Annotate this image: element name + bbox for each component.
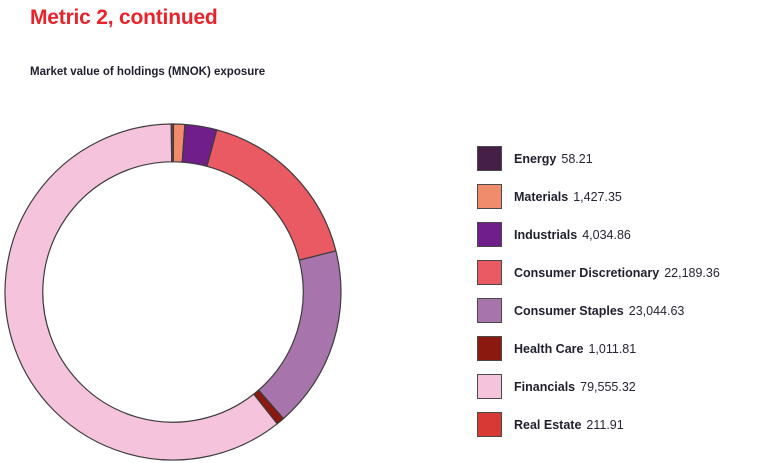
legend-swatch-materials (477, 184, 502, 209)
legend-label: Energy (514, 151, 557, 166)
donut-segment-consumer-discretionary (206, 129, 337, 261)
legend-value: 4,034.86 (582, 227, 631, 242)
legend-label: Materials (514, 189, 569, 204)
donut-chart-area (3, 122, 343, 462)
legend-item-materials: Materials 1,427.35 (477, 184, 720, 209)
legend-value: 211.91 (586, 417, 624, 432)
legend-label: Financials (514, 379, 576, 394)
legend-swatch-industrials (477, 222, 502, 247)
legend-item-consumer-staples: Consumer Staples 23,044.63 (477, 298, 720, 323)
legend-label: Health Care (514, 341, 584, 356)
legend-item-industrials: Industrials 4,034.86 (477, 222, 720, 247)
legend-label: Industrials (514, 227, 578, 242)
legend-swatch-consumer-staples (477, 298, 502, 323)
legend-item-health-care: Health Care 1,011.81 (477, 336, 720, 361)
legend-label: Real Estate (514, 417, 582, 432)
legend-item-consumer-discretionary: Consumer Discretionary 22,189.36 (477, 260, 720, 285)
legend-item-financials: Financials 79,555.32 (477, 374, 720, 399)
legend-value: 22,189.36 (664, 265, 720, 280)
legend-swatch-consumer-discretionary (477, 260, 502, 285)
legend-swatch-health-care (477, 336, 502, 361)
donut-segment-consumer-staples (257, 250, 342, 420)
legend-value: 23,044.63 (628, 303, 685, 318)
legend-value: 1,011.81 (588, 341, 637, 356)
donut-segment-financials (4, 123, 278, 461)
donut-segment-real-estate (170, 123, 174, 163)
legend-item-real-estate: Real Estate 211.91 (477, 412, 720, 437)
legend-item-energy: Energy 58.21 (477, 146, 720, 171)
legend-value: 79,555.32 (580, 379, 636, 394)
legend-value: 1,427.35 (573, 189, 622, 204)
chart-legend: Energy 58.21 Materials 1,427.35 Industri… (477, 146, 720, 450)
donut-chart (4, 123, 342, 461)
legend-swatch-energy (477, 146, 502, 171)
legend-label: Consumer Discretionary (514, 265, 660, 280)
legend-label: Consumer Staples (514, 303, 624, 318)
legend-swatch-real-estate (477, 412, 502, 437)
legend-value: 58.21 (561, 151, 593, 166)
chart-title: Market value of holdings (MNOK) exposure (30, 66, 266, 78)
legend-swatch-financials (477, 374, 502, 399)
page-title: Metric 2, continued (30, 6, 218, 29)
